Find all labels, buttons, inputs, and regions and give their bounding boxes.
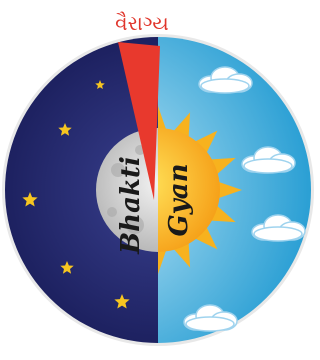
left-label: Bhakti (116, 156, 146, 255)
cloud-puff (186, 317, 234, 331)
right-label: Gyan (164, 163, 194, 236)
illustration: Bhakti Gyan વૈરાગ્ય (0, 0, 315, 360)
cloud-puff (201, 79, 249, 93)
cloud-puff (244, 159, 292, 173)
cloud-puff (254, 227, 302, 241)
top-label: વૈરાગ્ય (115, 11, 169, 35)
page: Bhakti Gyan વૈરાગ્ય (() => { const data … (0, 0, 320, 360)
